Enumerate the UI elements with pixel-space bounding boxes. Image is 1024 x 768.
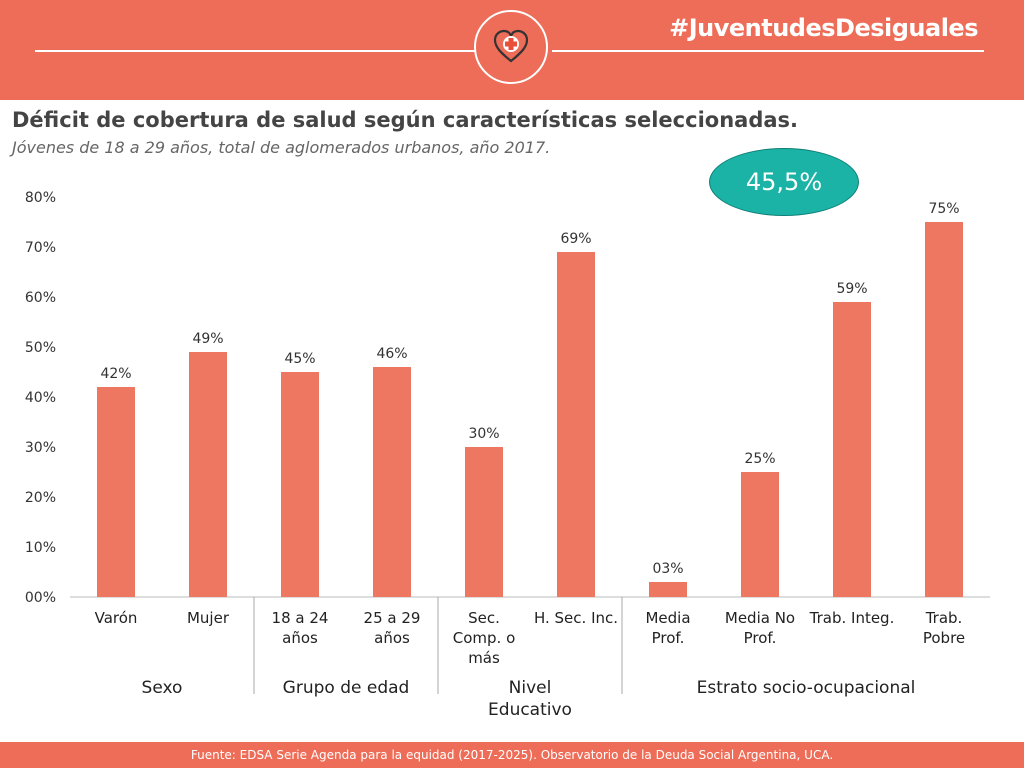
category-label: años: [374, 629, 410, 647]
category-label: Trab.: [925, 609, 963, 627]
group-label: Educativo: [488, 700, 572, 720]
data-label: 03%: [652, 561, 683, 577]
category-label: Sec.: [468, 609, 500, 627]
bar: [557, 252, 595, 597]
chart-title: Déficit de cobertura de salud según cara…: [12, 108, 798, 132]
category-label: Media: [645, 609, 690, 627]
data-label: 42%: [100, 366, 131, 382]
category-label: Trab. Integ.: [809, 609, 895, 627]
data-label: 59%: [836, 281, 867, 297]
category-label: Mujer: [187, 609, 230, 627]
data-label: 75%: [928, 201, 959, 217]
y-tick-label: 70%: [25, 240, 56, 256]
data-label: 45%: [284, 351, 315, 367]
y-tick-label: 30%: [25, 440, 56, 456]
category-label: H. Sec. Inc.: [534, 609, 618, 627]
category-label: Varón: [95, 609, 138, 627]
y-tick-label: 00%: [25, 590, 56, 606]
y-tick-label: 10%: [25, 540, 56, 556]
header-bar: #JuventudesDesiguales: [0, 0, 1024, 100]
header-divider-left: [35, 50, 475, 52]
header-divider-right: [552, 50, 984, 52]
data-label: 30%: [468, 426, 499, 442]
bar: [649, 582, 687, 597]
group-label: Grupo de edad: [283, 678, 410, 698]
heart-cross-icon: [493, 29, 529, 63]
category-label: 18 a 24: [272, 609, 329, 627]
bar: [465, 447, 503, 597]
group-label: Nivel: [509, 678, 552, 698]
category-label: 25 a 29: [364, 609, 421, 627]
data-label: 69%: [560, 231, 591, 247]
data-label: 25%: [744, 451, 775, 467]
bar-chart: 00% 10% 20% 30% 40% 50% 60% 70% 80% 42% Varón 49% Mu…: [25, 190, 990, 720]
y-tick-label: 60%: [25, 290, 56, 306]
category-label: más: [468, 649, 500, 667]
source-footer: Fuente: EDSA Serie Agenda para la equida…: [0, 742, 1024, 768]
category-label: Comp. o: [453, 629, 516, 647]
group-label: Estrato socio-ocupacional: [697, 678, 916, 698]
chart-subtitle: Jóvenes de 18 a 29 años, total de aglome…: [12, 138, 551, 157]
group-label: Sexo: [142, 678, 183, 698]
category-label: Prof.: [652, 629, 685, 647]
bar: [741, 472, 779, 597]
bar: [833, 302, 871, 597]
y-tick-label: 40%: [25, 390, 56, 406]
bar: [97, 387, 135, 597]
category-label: Media No: [725, 609, 795, 627]
category-label: Prof.: [744, 629, 777, 647]
category-label: años: [282, 629, 318, 647]
data-label: 49%: [192, 331, 223, 347]
category-label: Pobre: [923, 629, 965, 647]
bar: [925, 222, 963, 597]
bar: [281, 372, 319, 597]
bar: [189, 352, 227, 597]
total-badge: 45,5%: [709, 148, 859, 216]
hashtag-label: #JuventudesDesiguales: [669, 14, 978, 42]
logo: [474, 10, 548, 84]
bar: [373, 367, 411, 597]
y-tick-label: 50%: [25, 340, 56, 356]
y-tick-label: 20%: [25, 490, 56, 506]
y-tick-label: 80%: [25, 190, 56, 206]
data-label: 46%: [376, 346, 407, 362]
